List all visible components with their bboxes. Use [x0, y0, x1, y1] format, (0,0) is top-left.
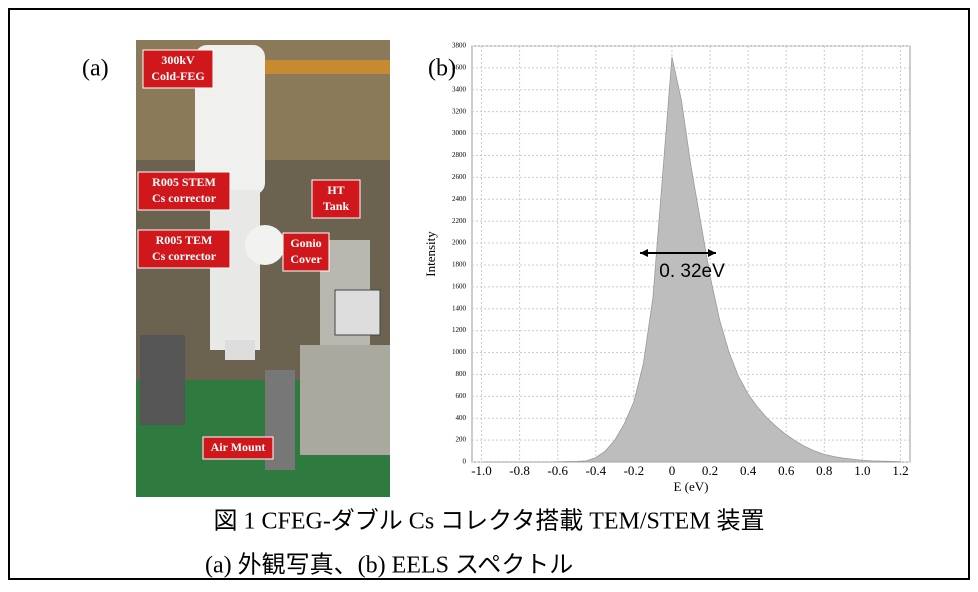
y-axis-label: Intensity [423, 231, 438, 277]
x-axis-label: E (eV) [673, 479, 708, 494]
caption: 図 1 CFEG-ダブル Cs コレクタ搭載 TEM/STEM 装置 [213, 508, 764, 535]
y-tick-label: 1800 [452, 261, 467, 269]
photo-label: Cover [290, 252, 322, 266]
photo-label: Air Mount [211, 440, 266, 454]
x-tick-label: -0.6 [547, 463, 568, 478]
y-tick-label: 3400 [452, 85, 467, 93]
y-tick-label: 1600 [452, 282, 467, 290]
x-tick-label: 0.6 [778, 463, 795, 478]
y-tick-label: 800 [456, 370, 467, 378]
photo-label: Cold-FEG [151, 69, 204, 83]
photo-label: Gonio [290, 236, 321, 250]
x-tick-label: -1.0 [471, 463, 492, 478]
annotation: 0. 32eV [659, 261, 725, 282]
caption: (a) 外観写真、(b) EELS スペクトル [205, 552, 573, 579]
y-tick-label: 2800 [452, 151, 467, 159]
y-tick-label: 3600 [452, 64, 467, 72]
figure: (a) 300kV Cold-FEG R005 STEM Cs corrector HT… [0, 0, 978, 587]
x-tick-label: 1.2 [892, 463, 908, 478]
x-tick-label: 0.8 [816, 463, 832, 478]
y-tick-label: 1000 [452, 348, 467, 356]
y-tick-label: 3800 [452, 42, 467, 50]
y-tick-label: 600 [456, 392, 467, 400]
photo-label: 300kV [161, 53, 195, 67]
y-tick-label: 3000 [452, 129, 467, 137]
x-tick-label: -0.2 [624, 463, 645, 478]
y-tick-label: 1400 [452, 304, 467, 312]
x-tick-label: -0.8 [509, 463, 530, 478]
photo-label: Tank [323, 199, 350, 213]
y-tick-label: 1200 [452, 326, 467, 334]
y-tick-label: 3200 [452, 107, 467, 115]
y-tick-label: 0 [463, 458, 467, 466]
photo-label: Cs corrector [152, 191, 217, 205]
chart: 0 200 400 600 800 1000 1200 1400 1600 1800 2000 220… [423, 42, 910, 494]
photo-label: R005 STEM [152, 175, 216, 189]
panel-label: (a) [82, 56, 109, 82]
x-tick-label: 0.2 [702, 463, 718, 478]
x-tick-label: 0.4 [740, 463, 757, 478]
y-tick-label: 2400 [452, 195, 467, 203]
y-tick-label: 400 [456, 414, 467, 422]
y-tick-label: 2200 [452, 217, 467, 225]
photo-label: Cs corrector [152, 249, 217, 263]
y-tick-label: 2000 [452, 239, 467, 247]
x-tick-label: 1.0 [854, 463, 870, 478]
photo-label: HT [327, 183, 344, 197]
y-tick-label: 200 [456, 436, 467, 444]
x-tick-label: 0 [669, 463, 676, 478]
photo-label: R005 TEM [156, 233, 213, 247]
y-tick-label: 2600 [452, 173, 467, 181]
x-tick-label: -0.4 [585, 463, 606, 478]
